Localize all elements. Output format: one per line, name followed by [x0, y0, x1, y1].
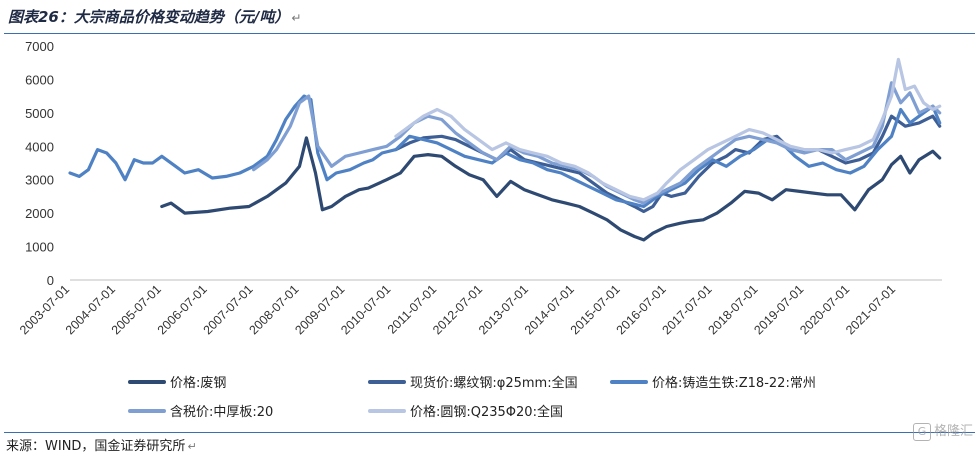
series-line-2: [394, 114, 942, 214]
figure-title: 图表26：大宗商品价格变动趋势（元/吨） ↵: [8, 6, 301, 27]
return-mark-icon: ↵: [291, 11, 302, 25]
figure-title-text: 图表26：大宗商品价格变动趋势（元/吨）: [8, 8, 290, 26]
y-tick-label: 2000: [25, 206, 54, 221]
y-tick-label: 3000: [25, 173, 54, 188]
bottom-rule: [4, 432, 975, 433]
y-tick-label: 5000: [25, 106, 54, 121]
series-line-5: [394, 57, 942, 202]
return-mark-icon: ↵: [187, 440, 197, 453]
series-line-3: [68, 94, 942, 209]
watermark-text: 格隆汇: [933, 424, 973, 439]
top-rule: [4, 33, 975, 34]
legend-label: 现货价:螺纹钢:φ25mm:全国: [410, 375, 578, 391]
x-tick-label: 2010-07-01: [338, 282, 393, 337]
series-line-1: [160, 136, 942, 242]
legend-label: 价格:废钢: [170, 375, 226, 391]
legend-label: 含税价:中厚板:20: [170, 404, 273, 420]
source-text: 来源：WIND，国金证券研究所: [6, 439, 186, 454]
legend-label: 价格:铸造生铁:Z18-22:常州: [652, 375, 816, 391]
y-tick-label: 0: [47, 273, 54, 288]
legend-label: 价格:圆钢:Q235Φ20:全国: [410, 404, 563, 420]
y-tick-label: 4000: [25, 139, 54, 154]
line-chart: 010002000300040005000600070002003-07-012…: [17, 39, 942, 420]
y-tick-label: 7000: [25, 39, 54, 54]
watermark-logo-icon: G: [912, 423, 931, 441]
y-tick-label: 1000: [25, 240, 54, 255]
x-tick-label: 2021-07-01: [843, 282, 898, 337]
y-tick-label: 6000: [25, 72, 54, 87]
source-note: 来源：WIND，国金证券研究所 ↵: [6, 435, 197, 454]
watermark: G 格隆汇: [912, 420, 973, 441]
